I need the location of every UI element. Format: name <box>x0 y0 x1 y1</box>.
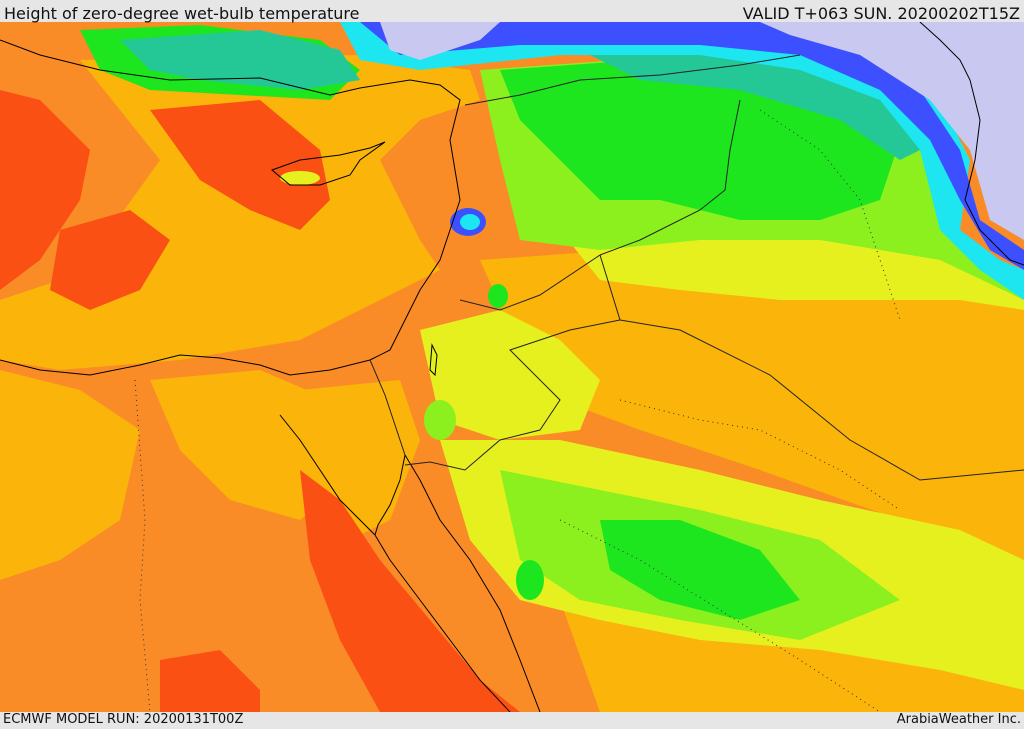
coastline-caspian <box>919 22 1024 266</box>
coastline-egypt-libya <box>0 354 371 376</box>
admin-border-egypt <box>134 379 151 712</box>
field-yellow-cyprus <box>280 171 320 185</box>
header-bar: Height of zero-degree wet-bulb temperatu… <box>0 0 1024 23</box>
coastline-red-sea-east <box>404 454 541 712</box>
field-redorange-central-med <box>150 100 330 230</box>
border-syria-jordan <box>459 254 601 311</box>
field-green-sinai-patch <box>424 400 456 440</box>
credit-label: ArabiaWeather Inc. <box>896 712 1021 727</box>
admin-borders <box>134 109 901 712</box>
model-run-label: ECMWF MODEL RUN: 20200131T00Z <box>3 712 244 727</box>
coastline-red-sea-west <box>374 534 511 712</box>
weather-map[interactable] <box>0 22 1024 712</box>
admin-border-iraq-provinces <box>759 109 901 321</box>
field-lowest-black-sea <box>380 22 500 60</box>
valid-time: VALID T+063 SUN. 20200202T15Z <box>742 4 1020 23</box>
field-green-saudi-core <box>600 520 800 620</box>
coastline-gulf-of-suez <box>279 414 376 536</box>
coastline-cyprus <box>271 141 386 186</box>
field-redorange-west-med <box>0 90 90 290</box>
field-green-jordan-highlands <box>488 284 508 308</box>
country-borders <box>369 54 1024 481</box>
coastline-dead-sea <box>429 343 438 377</box>
coastline-levant <box>369 199 461 361</box>
coastlines <box>0 22 1024 712</box>
border-syria-iraq <box>599 99 741 256</box>
border-jordan-iraq-saudi <box>404 254 621 471</box>
coastline-gulf-of-aqaba <box>374 454 406 536</box>
field-redorange-sudan <box>160 650 260 712</box>
field-cyan-lebanon-mountains <box>460 214 480 230</box>
field-green-hejaz-patch <box>516 560 544 600</box>
field-lowest-northeast <box>760 22 1024 240</box>
field-gold-east <box>480 250 1024 560</box>
field-gold-west-coast <box>0 370 140 580</box>
map-canvas <box>0 22 1024 712</box>
field-redorange-sw-med <box>50 210 170 310</box>
border-egypt-israel <box>369 359 406 456</box>
field-gold-sinai <box>300 380 420 540</box>
map-title: Height of zero-degree wet-bulb temperatu… <box>4 4 360 23</box>
coastline-anatolia <box>0 39 461 201</box>
field-redorange-red-sea <box>300 470 520 712</box>
footer-bar: ECMWF MODEL RUN: 20200131T00Z ArabiaWeat… <box>0 712 1024 729</box>
border-turkey-syria <box>464 54 801 106</box>
border-iraq-saudi <box>619 319 1024 481</box>
field-teal-anatolia <box>120 30 360 90</box>
